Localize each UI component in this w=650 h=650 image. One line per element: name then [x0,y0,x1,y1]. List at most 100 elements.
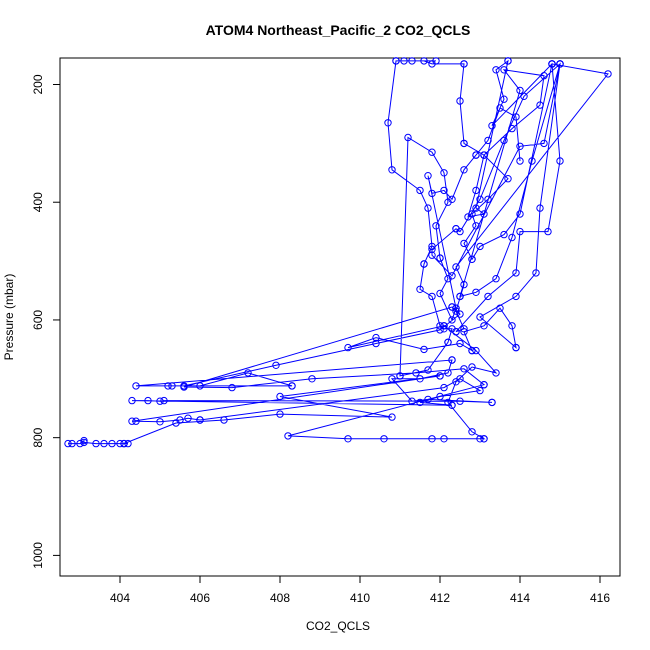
data-point [484,136,492,145]
data-point [408,397,416,405]
data-point [480,322,488,330]
data-point [276,410,284,418]
data-point [436,326,444,334]
chart-title: ATOM4 Northeast_Pacific_2 CO2_QCLS [206,22,471,38]
data-point [472,151,480,159]
data-point [408,57,416,65]
data-point [496,104,504,112]
data-point [528,157,536,165]
data-point [480,151,488,159]
plot-frame [59,57,621,577]
x-axis: 404 406 408 410 412 414 416 [110,576,610,605]
series-line [68,59,609,445]
data-point [424,204,432,212]
data-point [420,345,428,354]
data-point [536,204,544,212]
data-point [472,186,480,195]
data-point [500,66,508,74]
data-point [448,325,456,333]
data-point [428,292,436,301]
data-point [436,392,444,401]
data-point [496,304,504,312]
data-point [420,260,428,268]
data-point [436,289,444,298]
data-point [512,269,520,277]
data-point [472,222,480,230]
data-point [424,395,432,404]
data-point [372,339,380,348]
data-point [80,438,88,447]
data-point [460,280,468,289]
data-point [424,172,432,180]
data-point [372,333,380,342]
data-point [196,382,204,390]
data-point [144,396,152,405]
y-tick-label: 1000 [31,542,45,569]
data-point [472,288,480,296]
data-point [604,70,612,78]
data-point [436,254,444,262]
data-point [500,230,508,239]
data-point [548,60,556,68]
data-point [472,346,480,355]
data-point [68,439,76,448]
data-point [448,195,456,204]
data-point [432,57,440,65]
data-point [460,166,468,174]
data-point [540,72,548,80]
data-point [416,285,424,293]
data-point [516,210,524,218]
data-point [448,303,456,311]
data-point [476,386,484,395]
data-point [476,242,484,251]
data-point [452,307,460,315]
x-tick-label: 404 [110,591,130,605]
data-point [156,418,164,426]
data-point [464,213,472,221]
data-point [504,57,512,65]
data-point [512,113,520,121]
data-point [460,239,468,248]
data-point [448,316,456,324]
data-point [444,275,452,283]
data-point [428,251,436,259]
data-point [440,325,448,333]
data-point [440,322,448,330]
data-point [428,435,436,443]
data-point [468,255,476,263]
data-point [516,157,524,165]
data-point [384,119,392,127]
data-point [468,363,476,371]
data-point [512,343,520,352]
y-tick-label: 200 [31,74,45,94]
data-point [488,122,496,130]
data-point [64,439,72,448]
data-point [164,382,172,390]
data-point [488,398,496,407]
data-point [444,338,452,346]
data-point [288,382,296,390]
data-point [388,413,396,421]
data-point [132,382,140,390]
x-tick-label: 416 [590,591,610,605]
data-point [440,169,448,177]
data-point [508,322,516,330]
data-point [500,136,508,145]
data-point [276,392,284,401]
data-point [456,227,464,236]
data-point [220,416,228,424]
data-point [456,339,464,348]
data-point [416,186,424,195]
data-point [520,92,528,101]
data-point [420,57,428,65]
data-point [396,372,404,380]
data-point [428,242,436,251]
data-point [308,375,316,383]
data-point [128,396,136,405]
data-point [344,343,352,352]
x-tick-label: 412 [430,591,450,605]
data-point [160,396,168,405]
plot-area [64,57,612,448]
y-tick-label: 800 [31,427,45,447]
data-point [444,398,452,407]
